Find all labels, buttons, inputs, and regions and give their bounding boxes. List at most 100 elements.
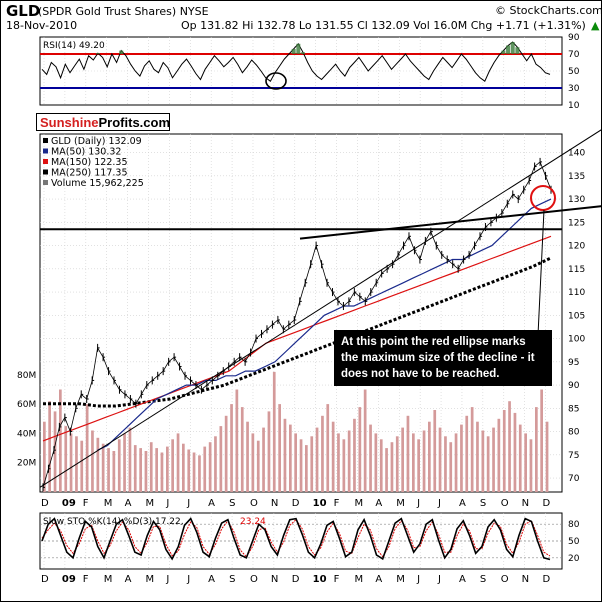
rsi-overbought-shade	[510, 42, 515, 54]
x-tick-bottom: M	[145, 574, 154, 585]
volume-bar	[369, 424, 372, 492]
volume-bar	[342, 439, 346, 492]
volume-bar	[166, 446, 169, 492]
rsi-y-tick: 10	[568, 101, 580, 111]
volume-bar	[203, 446, 207, 492]
volume-bar	[331, 421, 335, 492]
volume-bar	[529, 439, 533, 492]
volume-tick: 80M	[17, 371, 36, 381]
rsi-line	[41, 41, 551, 82]
volume-bar	[80, 440, 84, 492]
volume-bar	[214, 436, 217, 492]
price-y-tick: 95	[568, 358, 579, 368]
x-tick-bottom: 10	[313, 574, 327, 585]
x-tick-bottom: S	[480, 574, 486, 585]
legend-swatch	[43, 138, 48, 143]
x-tick-mid: D	[41, 498, 49, 509]
rsi-y-tick: 90	[568, 33, 580, 43]
legend-swatch	[43, 159, 48, 164]
volume-bar	[69, 433, 73, 492]
x-tick-mid: M	[396, 498, 405, 509]
volume-bar	[454, 433, 458, 492]
volume-tick: 20M	[17, 459, 36, 469]
volume-bar	[219, 426, 223, 492]
x-tick-bottom: A	[459, 574, 466, 585]
volume-bar	[497, 418, 501, 492]
sto-panel: 80 50 20 Slow STO %K(14) %D(3) 17.22, 23.24	[39, 512, 580, 570]
x-tick-mid: M	[354, 498, 363, 509]
x-tick-mid: M	[104, 498, 113, 509]
volume-bar	[406, 415, 410, 492]
price-y-tick: 135	[568, 172, 585, 182]
volume-bar	[460, 424, 463, 492]
volume-bar	[230, 404, 233, 492]
x-tick-mid: A	[375, 498, 382, 509]
volume-bar	[353, 418, 356, 492]
x-tick-mid: 09	[62, 498, 76, 509]
ma150-line	[42, 235, 552, 442]
rsi-circle-marker	[265, 72, 287, 90]
price-line	[42, 161, 552, 488]
legend-swatch	[43, 169, 48, 175]
volume-bar	[321, 415, 324, 492]
price-y-tick: 85	[568, 404, 579, 414]
rsi-overbought-shade	[291, 48, 296, 54]
volume-bar	[524, 433, 527, 492]
volume-bar	[289, 424, 292, 492]
x-tick-bottom: A	[208, 574, 215, 585]
x-tick-bottom: A	[375, 574, 382, 585]
volume-bar	[107, 448, 110, 492]
volume-bar	[363, 389, 367, 492]
x-tick-bottom: O	[501, 574, 509, 585]
support-trendline	[39, 128, 602, 488]
sto-label: Slow STO %K(14) %D(3) 17.22,	[43, 517, 184, 527]
sto-y-tick: 80	[568, 520, 580, 530]
volume-bar	[417, 439, 420, 492]
x-tick-mid: M	[145, 498, 154, 509]
x-tick-mid: N	[522, 498, 529, 509]
volume-bar	[347, 430, 351, 492]
volume-bar	[374, 433, 378, 492]
volume-bar	[272, 371, 276, 492]
x-tick-mid: J	[165, 498, 169, 509]
rsi-overbought-shade	[300, 52, 305, 54]
volume-bar	[85, 404, 89, 492]
volume-bar	[315, 427, 319, 492]
volume-bar	[198, 455, 201, 492]
volume-bar	[96, 437, 100, 492]
volume-bar	[449, 442, 453, 492]
x-axis: DD0909FFMMAAMMJJJJAASSOONNDD1010FFMMAAMM…	[41, 498, 551, 585]
volume-bar	[481, 430, 485, 492]
volume-bar	[224, 415, 228, 492]
rsi-overbought-shade	[515, 47, 520, 54]
volume-bar	[379, 439, 383, 492]
volume-bar	[133, 445, 137, 492]
rsi-panel: 90 70 50 30 10 RSI(14) 49.20	[39, 33, 580, 111]
volume-bar	[337, 433, 340, 492]
rsi-overbought-shade	[506, 45, 511, 54]
volume-bar	[390, 442, 394, 492]
ohlc-summary: Op 131.82 Hi 132.78 Lo 131.55 Cl 132.09 …	[181, 19, 586, 32]
chart-date: 18-Nov-2010	[6, 19, 77, 32]
security-name: (SPDR Gold Trust Shares) NYSE	[38, 5, 209, 18]
x-tick-bottom: F	[334, 574, 340, 585]
x-tick-bottom: M	[396, 574, 405, 585]
price-y-tick: 105	[568, 311, 585, 321]
ma250-line	[43, 256, 552, 408]
rsi-y-tick: 50	[568, 67, 580, 77]
volume-bar	[48, 401, 51, 492]
volume-bar	[444, 436, 447, 492]
sto-y-tick: 20	[568, 554, 580, 564]
x-tick-bottom: D	[292, 574, 300, 585]
legend-entry: Volume 15,962,225	[51, 178, 144, 189]
volume-bar	[187, 449, 191, 492]
x-tick-bottom: S	[229, 574, 235, 585]
volume-bar	[358, 407, 362, 492]
legend-entry: MA(150) 122.35	[51, 157, 128, 168]
decline-target-circle	[530, 185, 556, 211]
volume-bar	[412, 433, 415, 492]
rsi-overbought-shade	[119, 50, 124, 54]
x-tick-mid: F	[334, 498, 340, 509]
price-y-tick: 115	[568, 265, 585, 275]
